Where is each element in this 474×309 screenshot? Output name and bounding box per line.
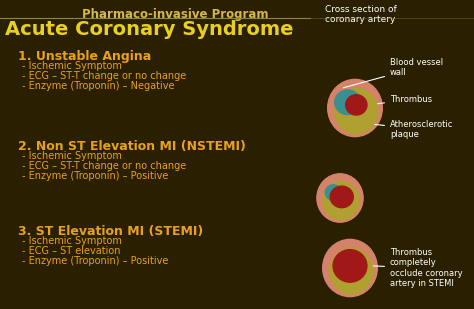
Text: Cross section of
coronary artery: Cross section of coronary artery bbox=[325, 5, 397, 24]
Text: - ECG – ST elevation: - ECG – ST elevation bbox=[22, 246, 120, 256]
Text: - Enzyme (Troponin) – Positive: - Enzyme (Troponin) – Positive bbox=[22, 256, 168, 266]
Text: Thrombus
completely
occlude coronary
artery in STEMI: Thrombus completely occlude coronary art… bbox=[363, 248, 463, 288]
Text: - Enzyme (Troponin) – Positive: - Enzyme (Troponin) – Positive bbox=[22, 171, 168, 181]
Text: 2. Non ST Elevation MI (NSTEMI): 2. Non ST Elevation MI (NSTEMI) bbox=[18, 140, 246, 153]
Text: Pharmaco-invasive Program: Pharmaco-invasive Program bbox=[82, 8, 268, 21]
Text: - Enzyme (Troponin) – Negative: - Enzyme (Troponin) – Negative bbox=[22, 81, 174, 91]
Ellipse shape bbox=[333, 250, 367, 282]
Text: - Ischemic Symptom: - Ischemic Symptom bbox=[22, 151, 122, 161]
Ellipse shape bbox=[330, 248, 373, 294]
Text: 1. Unstable Angina: 1. Unstable Angina bbox=[18, 50, 151, 63]
Text: Atherosclerotic
plaque: Atherosclerotic plaque bbox=[371, 120, 453, 139]
Text: - Ischemic Symptom: - Ischemic Symptom bbox=[22, 61, 122, 71]
Text: Blood vessel
wall: Blood vessel wall bbox=[343, 58, 443, 88]
Ellipse shape bbox=[317, 174, 363, 222]
Ellipse shape bbox=[328, 79, 383, 137]
Text: Acute Coronary Syndrome: Acute Coronary Syndrome bbox=[5, 20, 293, 39]
Text: 3. ST Elevation MI (STEMI): 3. ST Elevation MI (STEMI) bbox=[18, 225, 203, 238]
Ellipse shape bbox=[335, 88, 378, 134]
Text: - ECG – ST-T change or no change: - ECG – ST-T change or no change bbox=[22, 161, 186, 171]
Ellipse shape bbox=[325, 185, 342, 200]
Ellipse shape bbox=[323, 181, 359, 220]
Text: - Ischemic Symptom: - Ischemic Symptom bbox=[22, 236, 122, 246]
Text: - ECG – ST-T change or no change: - ECG – ST-T change or no change bbox=[22, 71, 186, 81]
Text: Thrombus: Thrombus bbox=[367, 95, 432, 105]
Ellipse shape bbox=[330, 186, 353, 208]
Ellipse shape bbox=[346, 95, 367, 115]
Ellipse shape bbox=[323, 239, 377, 297]
Ellipse shape bbox=[335, 90, 361, 115]
